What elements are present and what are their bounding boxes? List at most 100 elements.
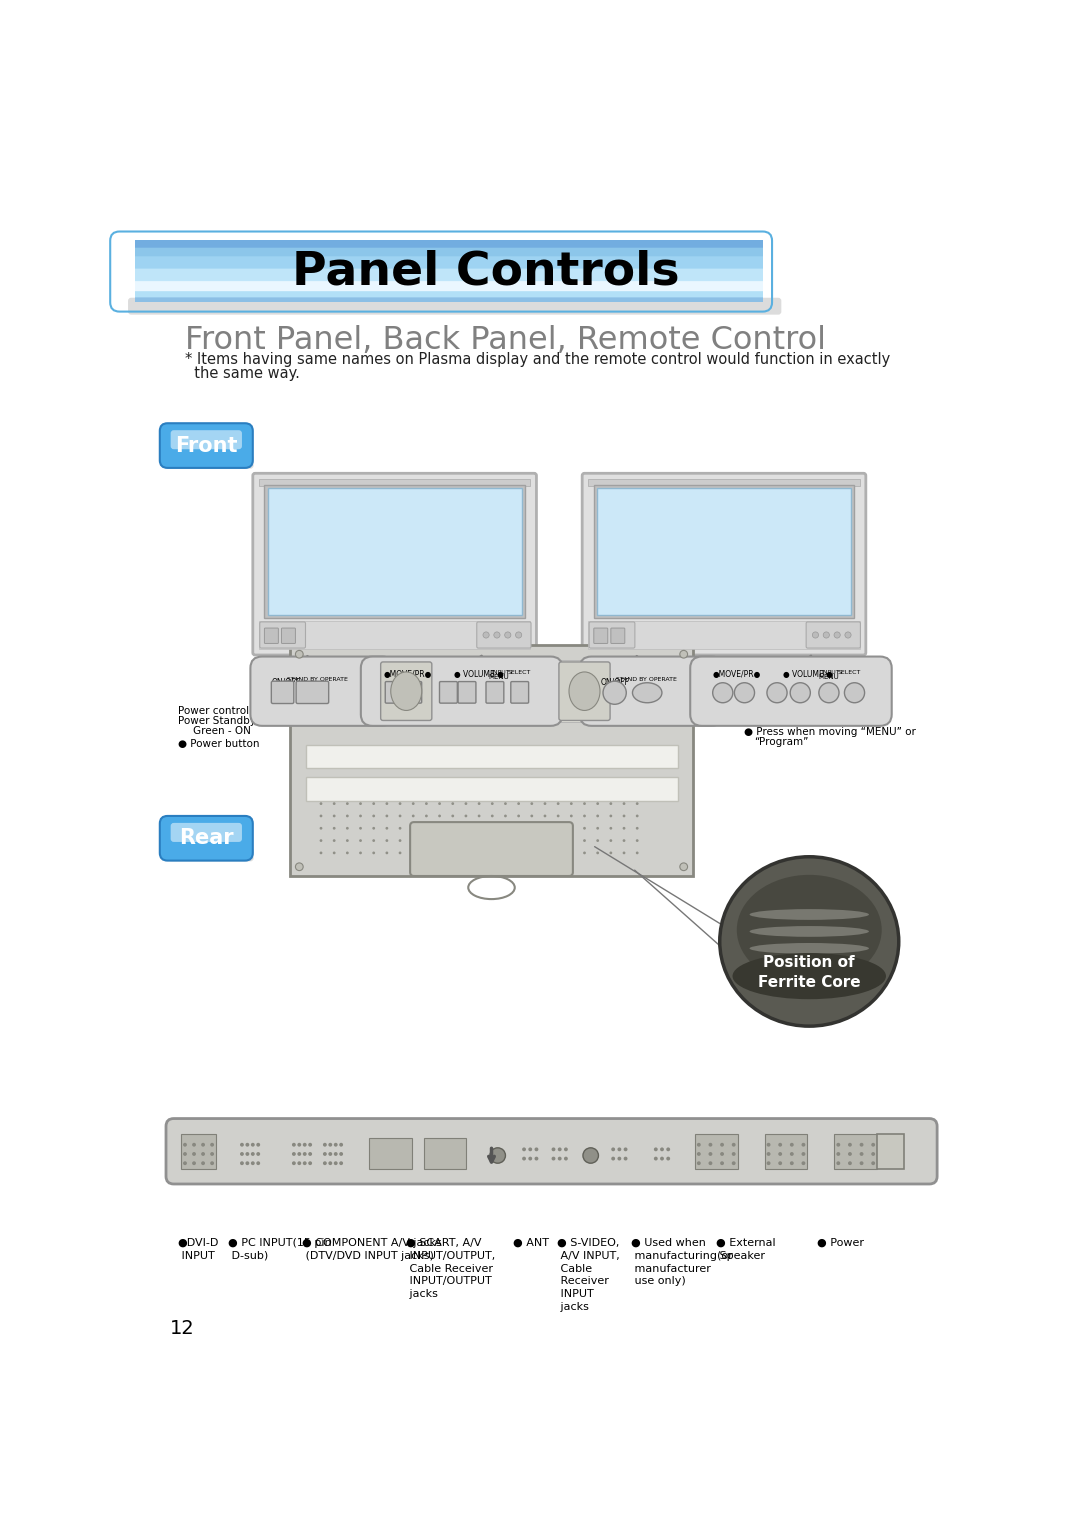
Circle shape (629, 679, 631, 682)
Circle shape (438, 851, 441, 854)
Text: ●DVI-D
 INPUT: ●DVI-D INPUT (177, 1238, 219, 1261)
Circle shape (334, 700, 336, 703)
Text: STAND BY OPERATE: STAND BY OPERATE (287, 677, 348, 682)
Circle shape (339, 1142, 343, 1147)
Circle shape (240, 1161, 244, 1165)
Circle shape (720, 1151, 724, 1156)
Circle shape (302, 1142, 307, 1147)
Circle shape (426, 839, 428, 842)
Circle shape (339, 1161, 343, 1165)
Circle shape (333, 802, 336, 805)
Circle shape (530, 814, 534, 817)
Circle shape (343, 665, 346, 668)
Circle shape (352, 694, 354, 695)
Circle shape (362, 686, 364, 688)
Circle shape (334, 1151, 338, 1156)
Circle shape (611, 1147, 616, 1151)
Circle shape (633, 665, 635, 668)
Circle shape (338, 714, 341, 717)
Circle shape (636, 814, 638, 817)
Circle shape (491, 839, 494, 842)
Circle shape (245, 1161, 249, 1165)
Text: Right Speaker: Right Speaker (333, 1118, 464, 1136)
FancyBboxPatch shape (486, 682, 504, 703)
Circle shape (732, 1142, 735, 1147)
Circle shape (661, 708, 663, 709)
FancyBboxPatch shape (410, 822, 572, 875)
Circle shape (543, 827, 546, 830)
Circle shape (426, 851, 428, 854)
Circle shape (323, 1151, 327, 1156)
Text: ● VOLUME ●: ● VOLUME ● (783, 671, 833, 679)
Text: ● Used when
 manufacturing(or
 manufacturer
 use only): ● Used when manufacturing(or manufacture… (631, 1238, 732, 1286)
Text: the same way.: the same way. (186, 366, 300, 381)
Circle shape (651, 708, 653, 709)
Circle shape (619, 686, 621, 688)
Circle shape (623, 708, 626, 709)
Circle shape (320, 851, 323, 854)
Circle shape (320, 708, 322, 709)
Circle shape (399, 827, 402, 830)
Circle shape (338, 673, 341, 674)
Circle shape (504, 851, 507, 854)
Circle shape (320, 700, 322, 703)
Circle shape (872, 1161, 875, 1165)
Circle shape (348, 673, 350, 674)
FancyBboxPatch shape (590, 622, 635, 648)
Text: * Items having same names on Plasma display and the remote control would functio: * Items having same names on Plasma disp… (186, 352, 891, 368)
Circle shape (619, 714, 621, 717)
Circle shape (324, 694, 327, 695)
Circle shape (653, 1147, 658, 1151)
Circle shape (302, 1161, 307, 1165)
Circle shape (324, 665, 327, 668)
Circle shape (334, 708, 336, 709)
Circle shape (619, 679, 621, 682)
Circle shape (338, 700, 341, 703)
Bar (268, 488, 522, 615)
Circle shape (362, 679, 364, 682)
Circle shape (320, 802, 323, 805)
Text: ● SCART, A/V
 INPUT/OUTPUT,
 Cable Receiver
 INPUT/OUTPUT
 jacks: ● SCART, A/V INPUT/OUTPUT, Cable Receive… (406, 1238, 496, 1299)
Circle shape (517, 839, 521, 842)
Circle shape (464, 814, 468, 817)
Circle shape (629, 694, 631, 695)
Circle shape (386, 839, 389, 842)
Circle shape (517, 814, 521, 817)
Circle shape (609, 827, 612, 830)
Circle shape (362, 694, 364, 695)
Bar (597, 488, 851, 615)
Circle shape (324, 679, 327, 682)
FancyBboxPatch shape (171, 430, 242, 450)
Circle shape (570, 814, 572, 817)
Text: Power control sensor ●: Power control sensor ● (177, 706, 299, 717)
Circle shape (637, 686, 640, 688)
Circle shape (348, 694, 350, 695)
Circle shape (657, 708, 659, 709)
Text: STAND BY OPERATE: STAND BY OPERATE (617, 677, 677, 682)
Text: MENU: MENU (489, 674, 510, 680)
Circle shape (251, 1142, 255, 1147)
FancyBboxPatch shape (253, 473, 537, 656)
Circle shape (426, 814, 428, 817)
Circle shape (311, 665, 313, 668)
Circle shape (552, 1147, 555, 1151)
Circle shape (323, 1142, 327, 1147)
Circle shape (348, 665, 350, 668)
FancyBboxPatch shape (171, 824, 242, 842)
Ellipse shape (750, 909, 869, 920)
Circle shape (767, 1161, 770, 1165)
Text: ● ANT: ● ANT (513, 1238, 550, 1247)
Circle shape (543, 802, 546, 805)
Circle shape (637, 673, 640, 674)
Circle shape (386, 802, 389, 805)
Circle shape (734, 683, 755, 703)
Circle shape (352, 679, 354, 682)
Circle shape (557, 814, 559, 817)
Text: or select/adjust “MENU.”: or select/adjust “MENU.” (734, 717, 863, 726)
Circle shape (334, 679, 336, 682)
Circle shape (543, 814, 546, 817)
Circle shape (357, 673, 360, 674)
Circle shape (665, 679, 667, 682)
Text: ON/OFF: ON/OFF (600, 677, 630, 686)
FancyBboxPatch shape (129, 297, 781, 314)
